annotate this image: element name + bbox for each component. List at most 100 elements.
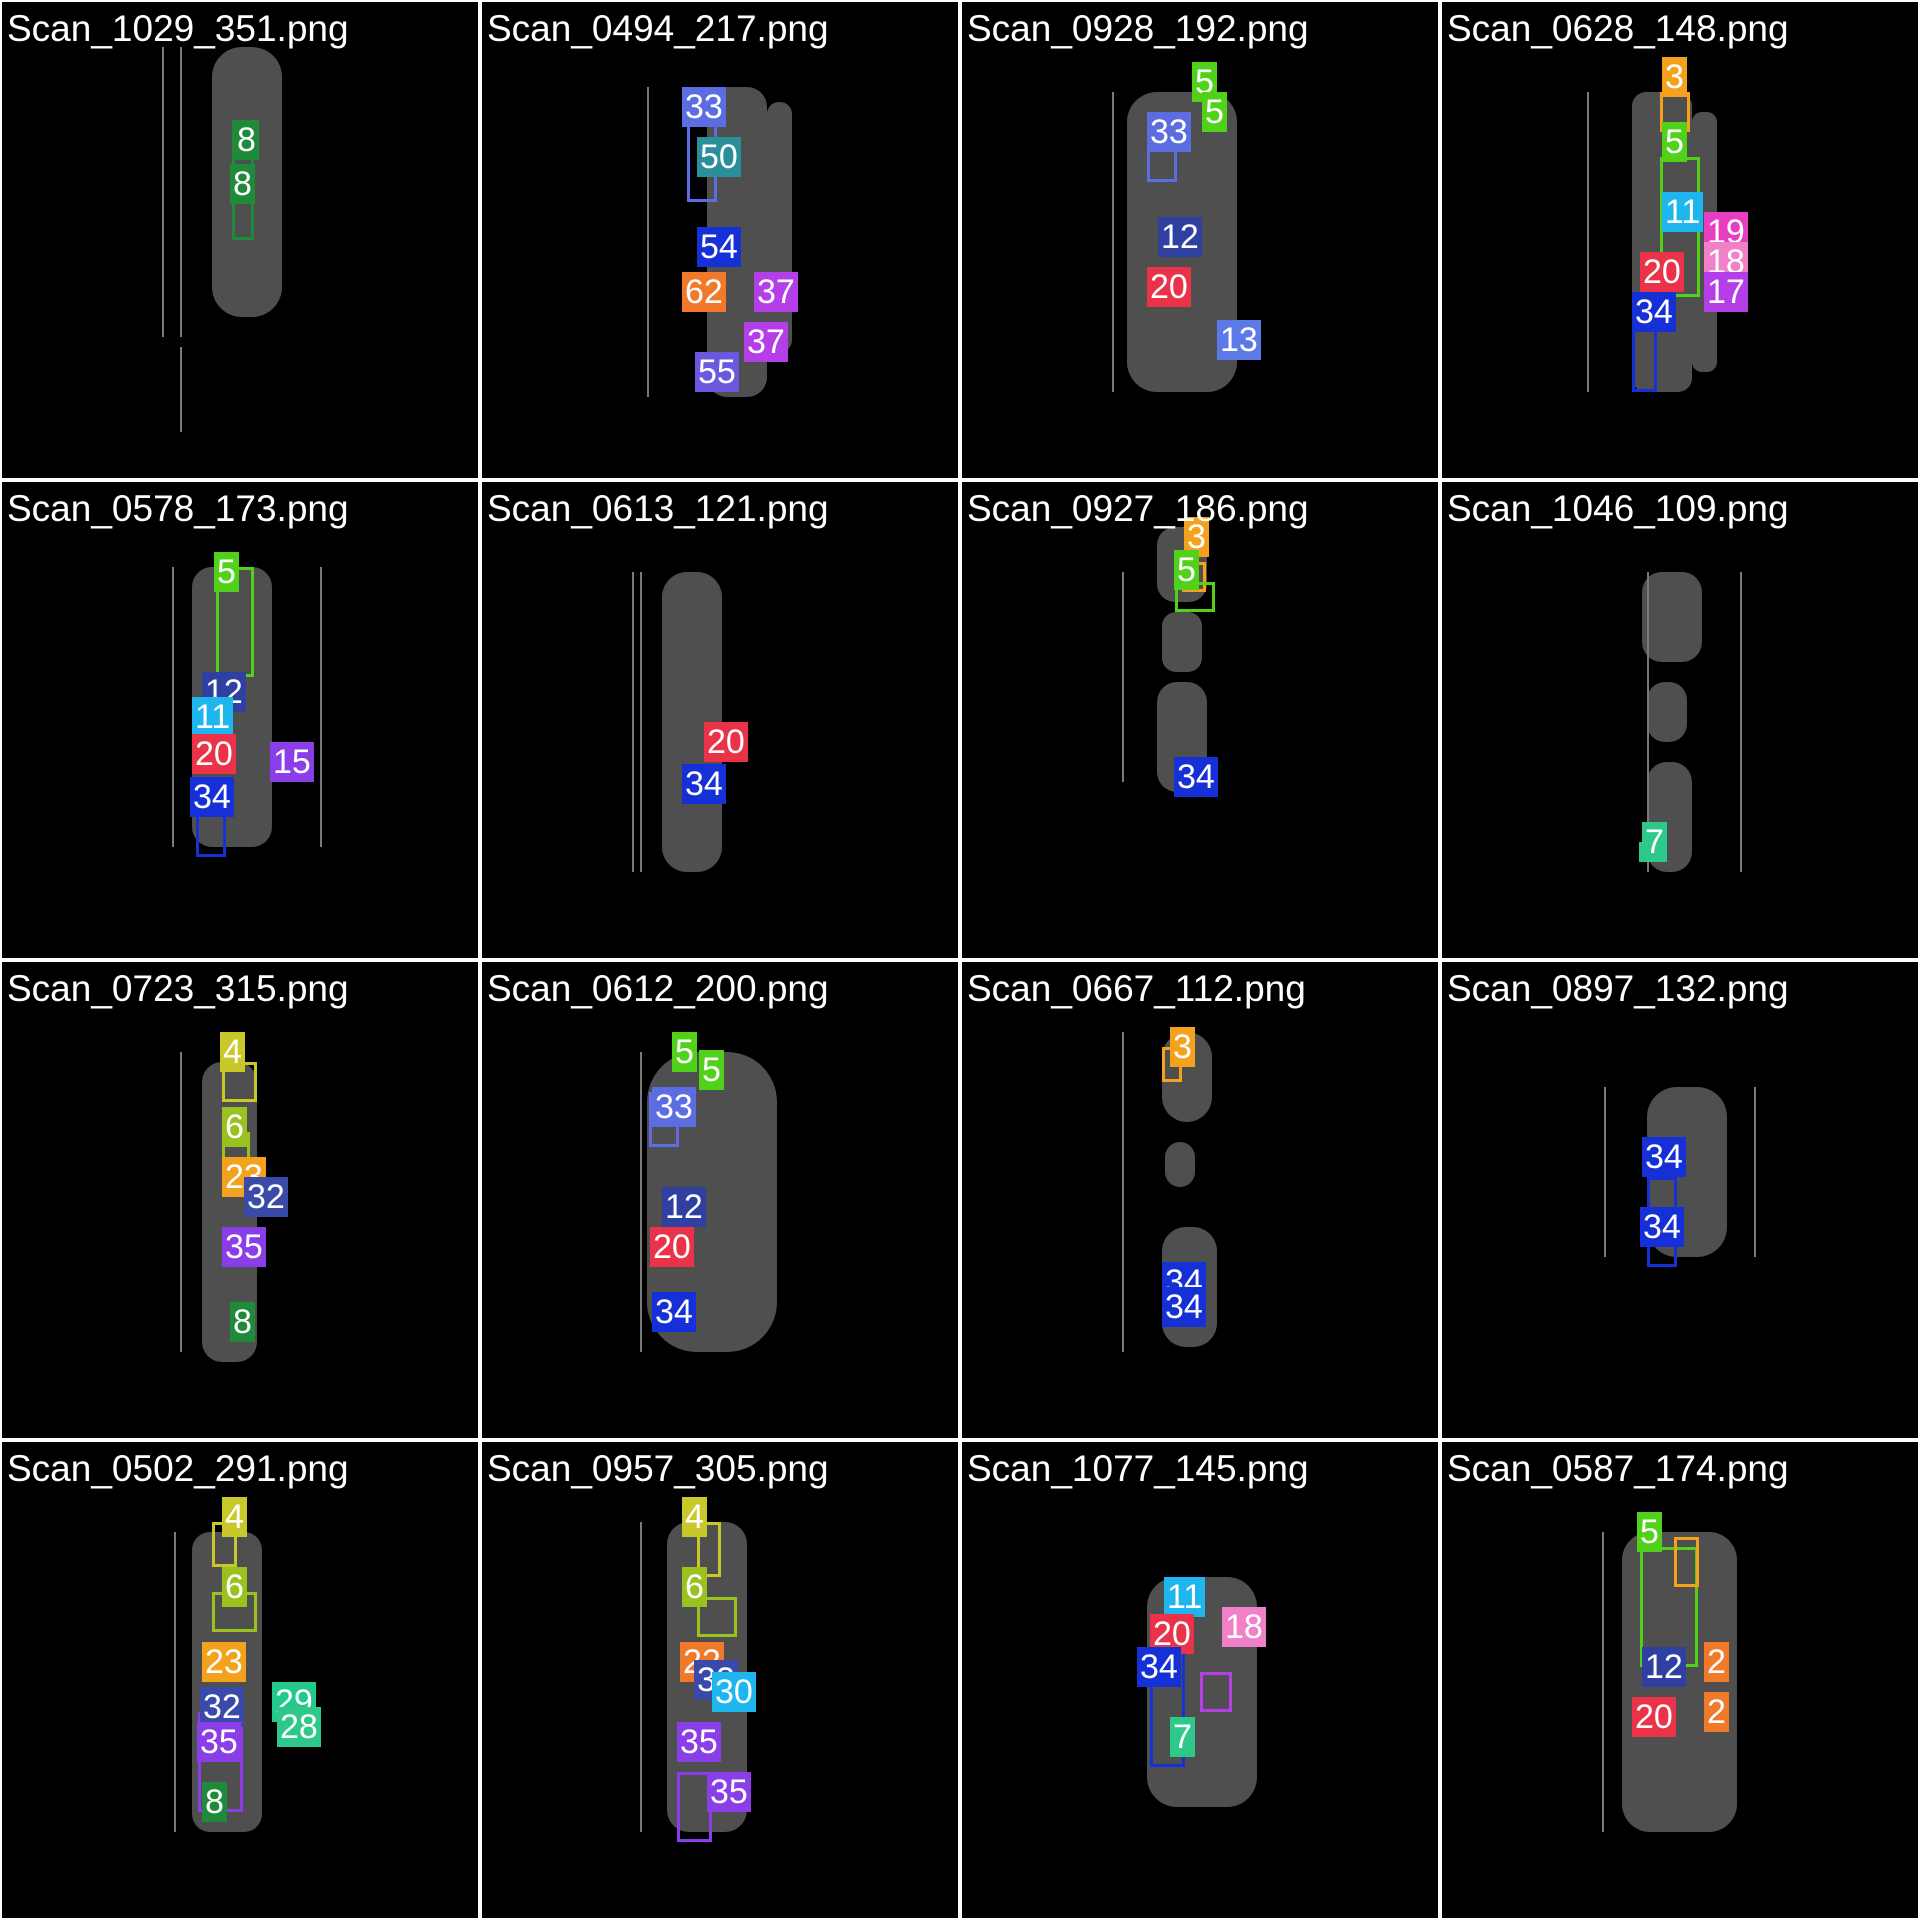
scan-tile: Scan_0723_315.png462332358 [2,962,478,1438]
scanner-rail [320,567,322,847]
detection-label: 35 [222,1227,266,1267]
tile-title: Scan_0587_174.png [1447,1448,1789,1489]
scan-tile: Scan_0502_291.png 4 6 23 32 29 35 28 8 [2,1442,478,1918]
detection-label: 34 [1174,757,1218,797]
detection-label: 20 [650,1227,694,1267]
tile-title: Scan_1029_351.png [7,8,349,49]
tile-title: Scan_0494_217.png [487,8,829,49]
scanner-rail [180,1052,182,1352]
detection-label: 12 [1158,217,1202,257]
detection-label: 54 [697,227,741,267]
detection-label: 7 [1642,822,1667,862]
detection-label: 8 [202,1782,227,1822]
detection-label: 34 [1642,1137,1686,1177]
detection-label: 11 [192,697,234,737]
scanner-rail [632,572,634,872]
detection-label: 11 [1164,1577,1206,1617]
detection-label: 55 [695,352,739,392]
scan-tile: Scan_1029_351.png 8 8 [2,2,478,478]
tile-title: Scan_1046_109.png [1447,488,1789,529]
detection-box [697,1597,737,1637]
scanner-rail [174,1532,176,1832]
detection-label: 5 [699,1050,724,1090]
detection-label: 34 [190,777,234,817]
tile-title: Scan_0957_305.png [487,1448,829,1489]
scan-tile: Scan_1046_109.png 7 [1442,482,1918,958]
detection-box [1632,327,1657,392]
scanner-rail [640,1052,642,1352]
detection-label: 33 [652,1087,696,1127]
detection-label: 5 [672,1032,697,1072]
detection-label: 35 [677,1722,721,1762]
scan-tile: Scan_0667_112.png 3 34 34 [962,962,1438,1438]
body-silhouette [1642,572,1702,662]
scanner-rail [1122,572,1124,782]
detection-label: 20 [1640,252,1684,292]
detection-label: 6 [682,1567,707,1607]
detection-label: 20 [1632,1697,1676,1737]
detection-label: 37 [754,272,798,312]
body-silhouette [767,102,792,352]
detection-label: 15 [270,742,314,782]
detection-label: 6 [222,1567,247,1607]
detection-label: 34 [652,1292,696,1332]
scanner-rail [172,567,174,847]
scan-tile: Scan_0578_173.png 5 12 11 20 15 34 [2,482,478,958]
detection-label: 32 [244,1177,288,1217]
scanner-rail [162,47,164,337]
detection-label: 23 [202,1642,246,1682]
scanner-rail [1122,1032,1124,1352]
detection-label: 34 [1162,1287,1206,1327]
detection-label: 34 [682,764,726,804]
scan-tile: Scan_0494_217.png 33 50 54 62 37 37 55 [482,2,958,478]
scan-tile: Scan_0897_132.png 34 34 [1442,962,1918,1438]
detection-label: 35 [707,1772,751,1812]
detection-label: 34 [1632,292,1676,332]
detection-label: 6 [222,1107,247,1147]
tile-title: Scan_0927_186.png [967,488,1309,529]
detection-label: 30 [712,1672,756,1712]
tile-title: Scan_0502_291.png [7,1448,349,1489]
detection-label: 12 [1642,1647,1686,1687]
detection-label: 8 [230,164,255,204]
scanner-rail [1754,1087,1756,1257]
tile-title: Scan_0667_112.png [967,968,1306,1009]
detection-label: 7 [1170,1717,1195,1757]
scan-tile: Scan_0927_186.png 3 5 34 [962,482,1438,958]
tile-title: Scan_0578_173.png [7,488,349,529]
scan-tile: Scan_0628_148.png 3 5 11 19 18 20 17 34 [1442,2,1918,478]
detection-label: 50 [697,137,741,177]
tile-title: Scan_1077_145.png [967,1448,1309,1489]
tile-title: Scan_0723_315.png [7,968,349,1009]
tile-title: Scan_0928_192.png [967,8,1309,49]
scanner-rail [640,572,642,872]
detection-label: 33 [1147,112,1191,152]
scanner-rail [1587,92,1589,392]
body-silhouette [1165,1142,1195,1187]
body-silhouette [1162,612,1202,672]
tile-title: Scan_0612_200.png [487,968,829,1009]
scan-tile: Scan_1077_145.png 11 18 20 34 7 [962,1442,1438,1918]
detection-label: 3 [1662,57,1687,97]
scanner-rail [180,347,182,432]
detection-label: 3 [1184,517,1209,557]
detection-label: 33 [682,87,726,127]
scanner-rail [1604,1087,1606,1257]
detection-label: 28 [277,1707,321,1747]
detection-label: 5 [214,552,239,592]
detection-label: 12 [662,1187,706,1227]
detection-label: 4 [682,1497,707,1537]
detection-label: 62 [682,272,726,312]
body-silhouette [1647,682,1687,742]
detection-label: 32 [200,1687,244,1727]
scanner-rail [1647,572,1649,872]
tile-title: Scan_0628_148.png [1447,8,1789,49]
detection-label: 4 [220,1032,245,1072]
tile-title: Scan_0613_121.png [487,488,829,529]
detection-label: 8 [234,120,259,160]
detection-label: 4 [222,1497,247,1537]
scanner-rail [1740,572,1742,872]
detection-label: 18 [1222,1607,1266,1647]
detection-label: 34 [1137,1647,1181,1687]
